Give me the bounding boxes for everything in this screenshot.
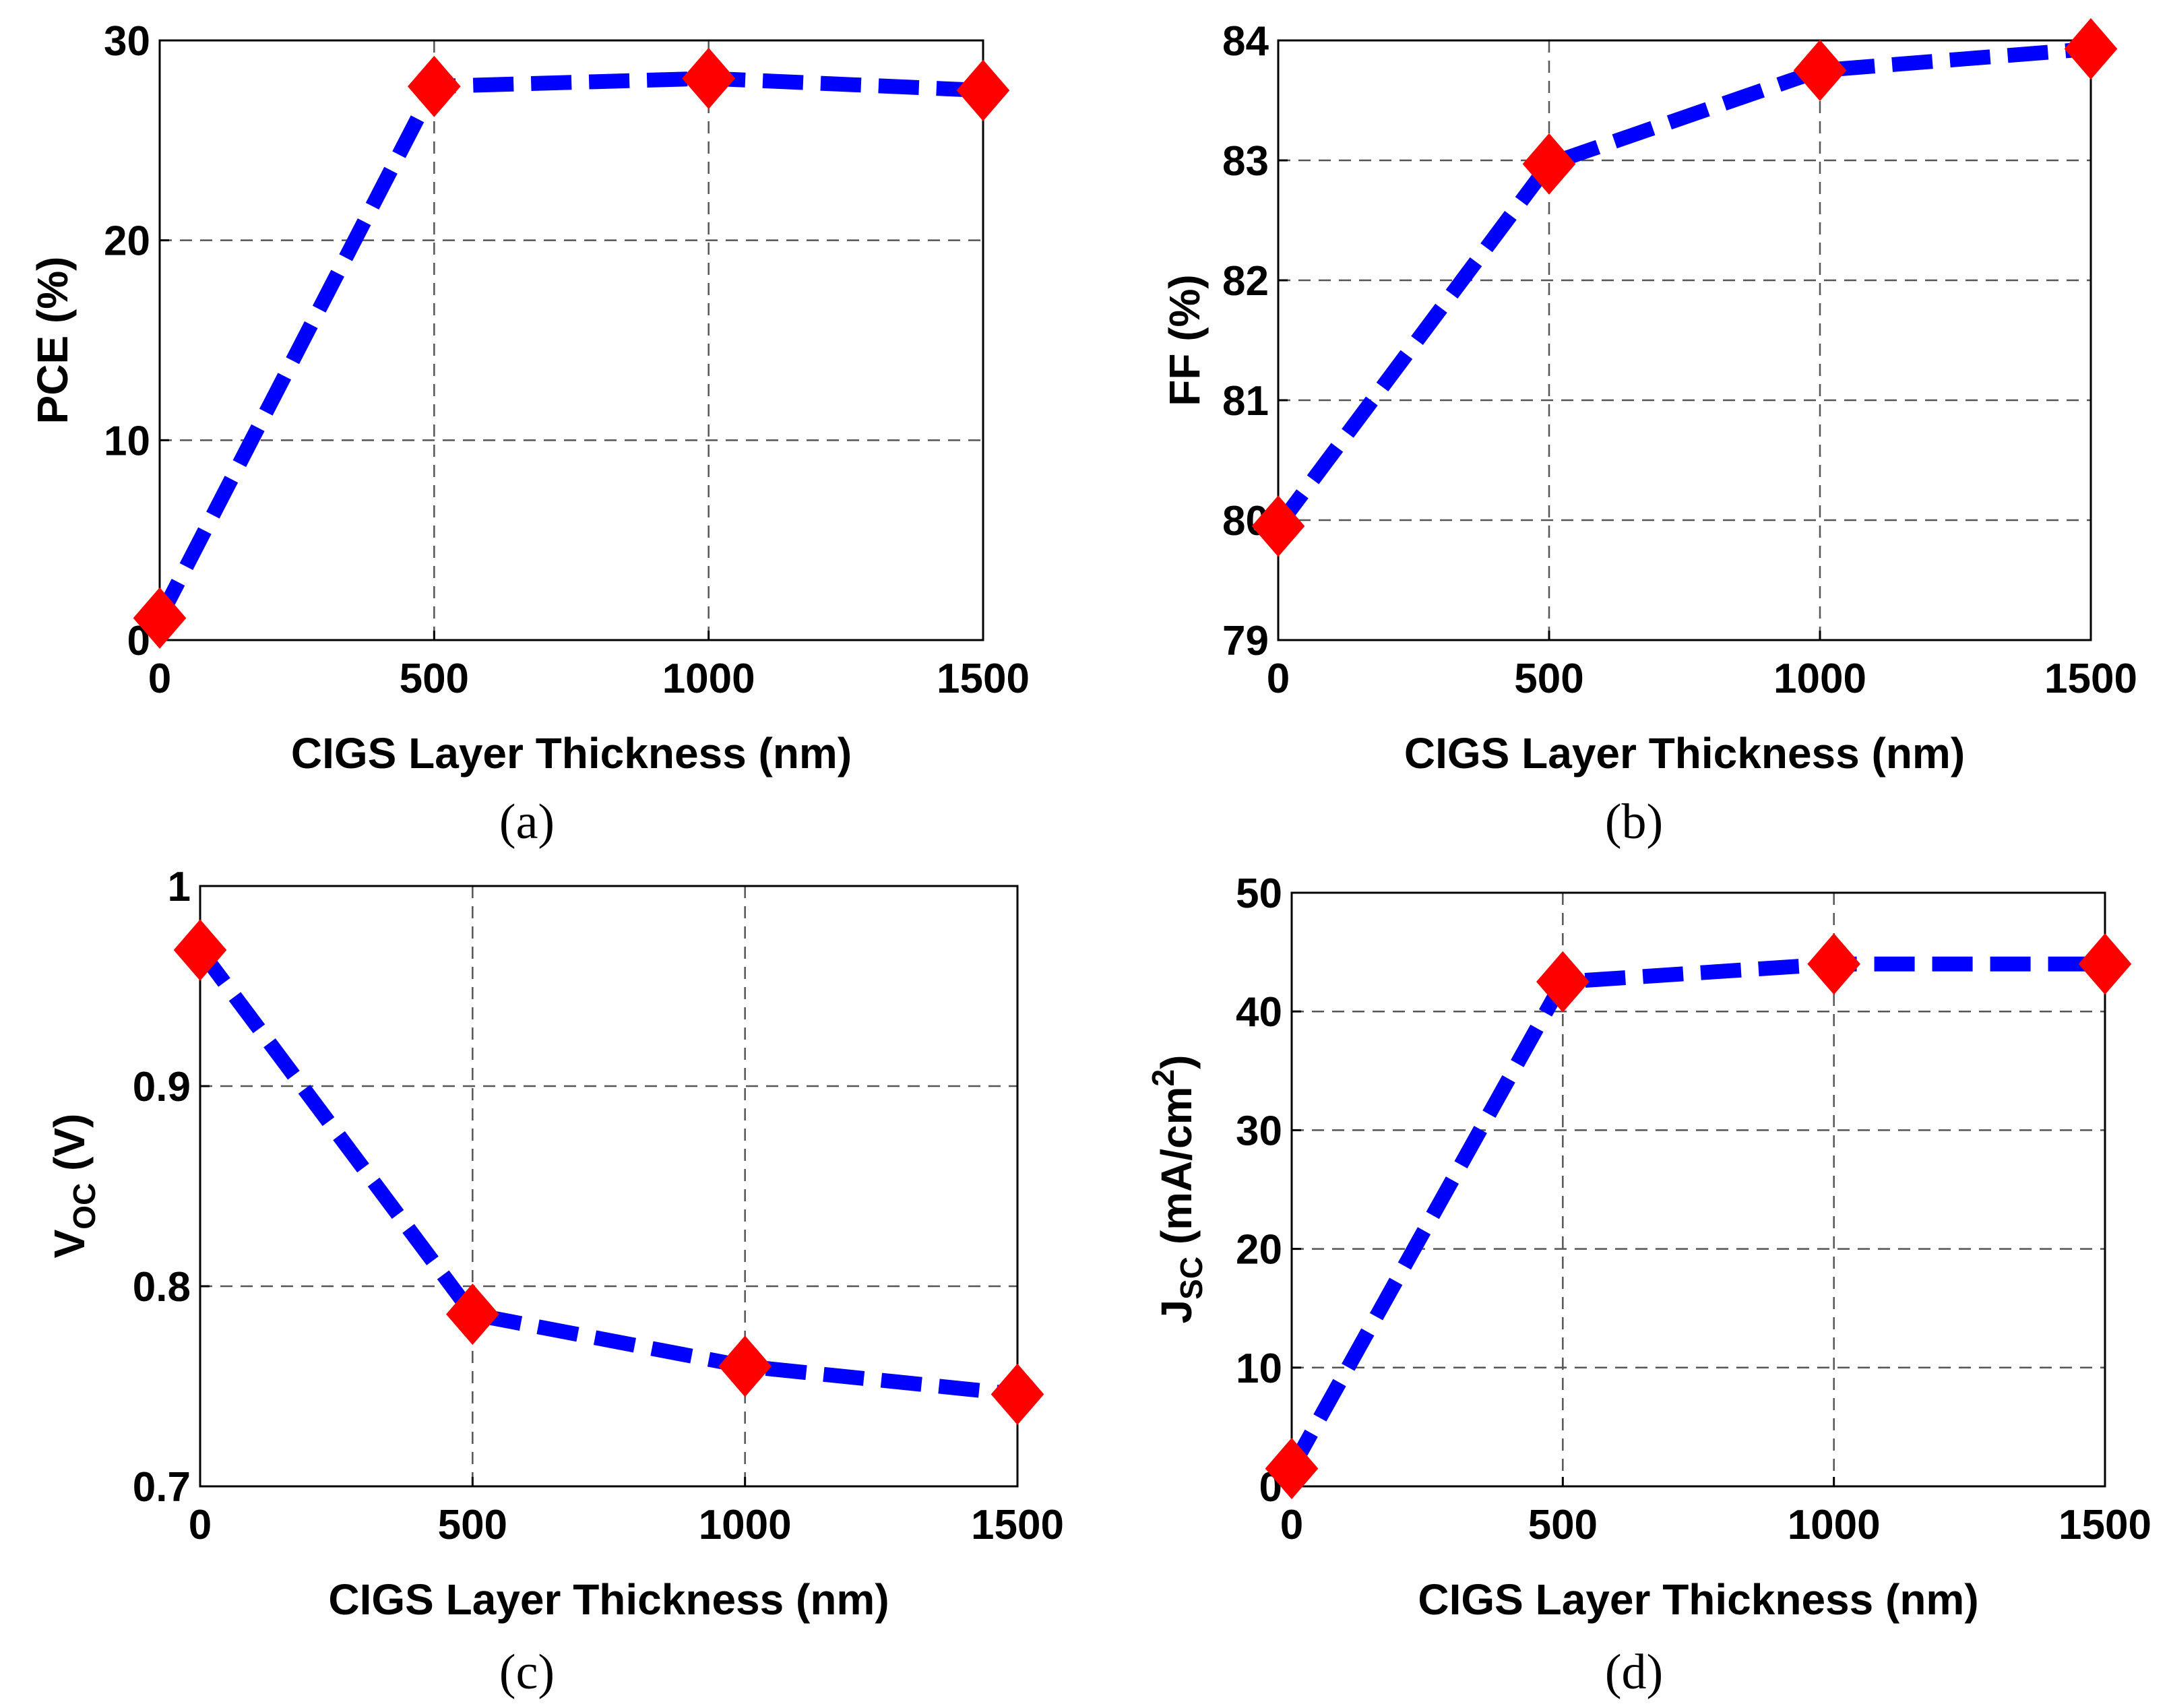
panel-caption: (d) (1605, 1645, 1663, 1700)
x-tick-label: 1000 (1773, 656, 1866, 702)
x-tick-label: 1500 (2044, 656, 2137, 702)
x-tick-label: 1500 (971, 1502, 1064, 1548)
y-tick-label: 30 (104, 18, 150, 65)
series-line-jsc (1285, 956, 2105, 1472)
data-point-marker (2064, 18, 2118, 80)
x-tick-label: 0 (189, 1502, 212, 1548)
x-tick-label: 1500 (2058, 1502, 2151, 1548)
x-tick-label: 500 (1514, 656, 1583, 702)
panel-caption: (b) (1605, 794, 1663, 850)
data-point-marker (446, 1284, 499, 1346)
y-tick-label: 79 (1222, 618, 1269, 664)
y-tick-label: 10 (104, 418, 150, 464)
y-tick-label: 82 (1222, 258, 1269, 305)
series-line-ff (1272, 41, 2092, 531)
data-point-marker (1536, 951, 1590, 1013)
y-axis-label: VOC (V) (45, 1114, 102, 1259)
x-axis-label: CIGS Layer Thickness (nm) (1418, 1575, 1978, 1624)
y-tick-label: 30 (1236, 1108, 1282, 1154)
data-point-marker (173, 919, 227, 981)
data-point-marker (2078, 933, 2132, 995)
y-tick-label: 10 (1236, 1346, 1282, 1392)
x-axis-label: CIGS Layer Thickness (nm) (328, 1575, 889, 1624)
x-tick-label: 500 (400, 656, 469, 702)
y-tick-label: 81 (1222, 378, 1269, 424)
data-point-marker (1265, 1438, 1319, 1500)
y-tick-label: 84 (1222, 18, 1269, 65)
y-tick-label: 1 (168, 864, 191, 910)
data-point-marker (1251, 495, 1305, 557)
data-point-marker (991, 1363, 1044, 1425)
x-tick-label: 0 (1280, 1502, 1303, 1548)
y-tick-label: 0.7 (133, 1464, 191, 1511)
x-tick-label: 1500 (937, 656, 1030, 702)
plot-frame (1290, 891, 2106, 1488)
data-point-marker (718, 1335, 772, 1397)
x-axis-label: CIGS Layer Thickness (nm) (291, 729, 852, 778)
data-point-marker (682, 47, 735, 109)
data-point-marker (1522, 133, 1576, 195)
panel-c: 0 500 1000 1500 0.7 0.8 0.9 1 CIGS Layer Thickne… (45, 864, 1064, 1700)
y-tick-label: 50 (1236, 871, 1282, 917)
y-tick-label: 40 (1236, 989, 1282, 1036)
x-tick-label: 500 (438, 1502, 507, 1548)
x-tick-label: 1000 (662, 656, 755, 702)
x-tick-label: 1000 (1788, 1502, 1881, 1548)
series-line-pce (153, 71, 984, 622)
data-point-marker (1807, 933, 1860, 995)
y-tick-label: 0.8 (133, 1264, 191, 1310)
plot-frame (199, 885, 1019, 1488)
series-line-voc (194, 945, 1019, 1402)
x-tick-label: 0 (1267, 656, 1290, 702)
x-tick-label: 1000 (699, 1502, 792, 1548)
panel-caption: (a) (499, 794, 555, 850)
x-axis-label: CIGS Layer Thickness (nm) (1404, 729, 1965, 778)
panel-caption: (c) (499, 1645, 555, 1700)
y-axis-label: PCE (%) (28, 257, 77, 424)
plot-frame (1277, 39, 2092, 641)
data-point-marker (956, 59, 1010, 121)
plot-frame (158, 39, 984, 641)
y-tick-label: 0.9 (133, 1064, 191, 1110)
data-point-marker (408, 55, 461, 117)
x-tick-label: 500 (1528, 1502, 1598, 1548)
data-point-marker (1793, 39, 1847, 102)
y-tick-label: 20 (1236, 1227, 1282, 1273)
y-axis-label: FF (%) (1160, 274, 1209, 406)
x-tick-label: 0 (148, 656, 171, 702)
y-tick-label: 20 (104, 218, 150, 265)
data-point-marker (133, 587, 187, 649)
y-axis-label: JSC (mA/cm2) (1145, 1055, 1209, 1324)
y-tick-label: 83 (1222, 138, 1269, 185)
